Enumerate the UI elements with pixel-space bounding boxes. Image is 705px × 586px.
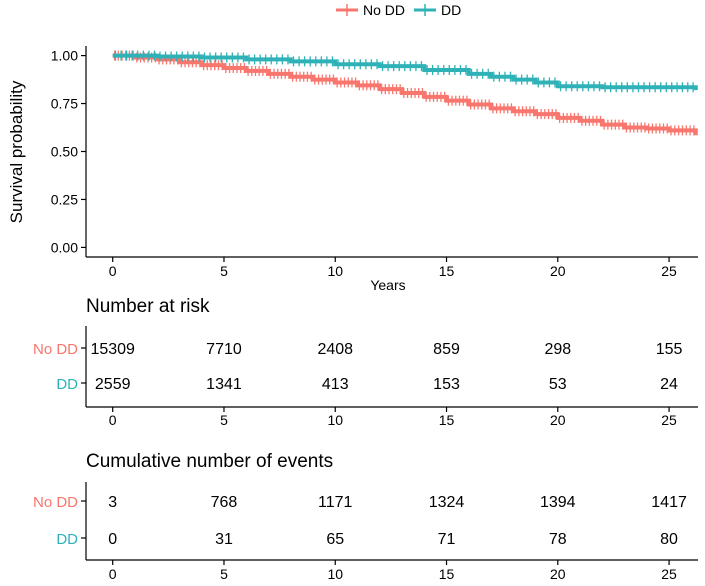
risk-cell: 1341 [206,376,242,393]
risk-x-tick-label: 25 [661,412,677,428]
risk-cell: 2408 [317,341,353,358]
risk-cell: 859 [433,341,460,358]
risk-row-label: DD [56,376,78,393]
legend-label-dd: DD [441,2,461,18]
risk-row-label: No DD [33,341,78,358]
events-table: No DD 3 768 1171 1324 1394 1417 DD 0 31 65 71 78 80 0 5… [33,494,687,582]
risk-table-axes [85,326,698,408]
risk-cell: 298 [544,341,571,358]
events-cell: 1324 [429,494,465,511]
risk-cell: 53 [549,376,567,393]
events-cell: 31 [215,531,233,548]
events-cell: 80 [660,531,678,548]
events-x-tick-label: 10 [327,566,343,582]
plot-x-tick-label: 0 [109,263,117,279]
y-ticks: 0.00 0.25 0.50 0.75 1.00 [51,48,86,255]
events-x-tick-label: 20 [550,566,566,582]
y-axis-title: Survival probability [7,80,26,223]
events-table-title: Cumulative number of events [86,451,333,472]
risk-cell: 155 [656,341,683,358]
risk-cell: 413 [322,376,349,393]
risk-table-title: Number at risk [86,296,210,317]
legend-entry-no-dd: No DD [336,2,405,18]
y-tick-label: 0.25 [51,191,78,207]
risk-x-tick-label: 0 [109,412,117,428]
y-tick-label: 0.75 [51,96,78,112]
risk-cell: 153 [433,376,460,393]
events-cell: 3 [108,494,117,511]
risk-cell: 24 [660,376,678,393]
plot-axes [85,46,698,258]
risk-cell: 7710 [206,341,242,358]
events-cell: 1171 [318,494,353,511]
events-cell: 78 [549,531,567,548]
risk-x-tick-label: 5 [220,412,228,428]
risk-cell: 15309 [90,341,135,358]
events-cell: 71 [438,531,456,548]
plot-x-tick-label: 20 [550,263,566,279]
risk-x-tick-label: 10 [327,412,343,428]
legend-label-no-dd: No DD [363,2,405,18]
risk-x-tick-label: 15 [439,412,455,428]
events-cell: 768 [211,494,238,511]
events-x-tick-label: 0 [109,566,117,582]
events-cell: 1394 [540,494,576,511]
events-cell: 1417 [651,494,687,511]
events-cell: 65 [326,531,344,548]
events-row-label: DD [56,531,78,548]
plot-x-tick-label: 15 [439,263,455,279]
legend: No DD DD [336,2,461,18]
events-row-label: No DD [33,494,78,511]
events-x-tick-label: 15 [439,566,455,582]
survival-curve-no-dd [112,53,698,136]
survival-curve-dd [112,53,698,91]
legend-entry-dd: DD [414,2,461,18]
risk-x-tick-label: 20 [550,412,566,428]
risk-cell: 2559 [95,376,131,393]
x-ticks: 0 5 10 15 20 25 [109,257,677,279]
y-tick-label: 0.00 [51,239,78,255]
survival-curves [112,50,698,136]
events-x-tick-label: 5 [220,566,228,582]
plot-x-tick-label: 5 [220,263,228,279]
y-tick-label: 1.00 [51,48,78,64]
events-cell: 0 [108,531,117,548]
events-table-axes [85,482,698,561]
x-axis-title: Years [370,277,405,293]
events-x-tick-label: 25 [661,566,677,582]
plot-x-tick-label: 10 [327,263,343,279]
y-tick-label: 0.50 [51,144,78,160]
plot-x-tick-label: 25 [661,263,677,279]
